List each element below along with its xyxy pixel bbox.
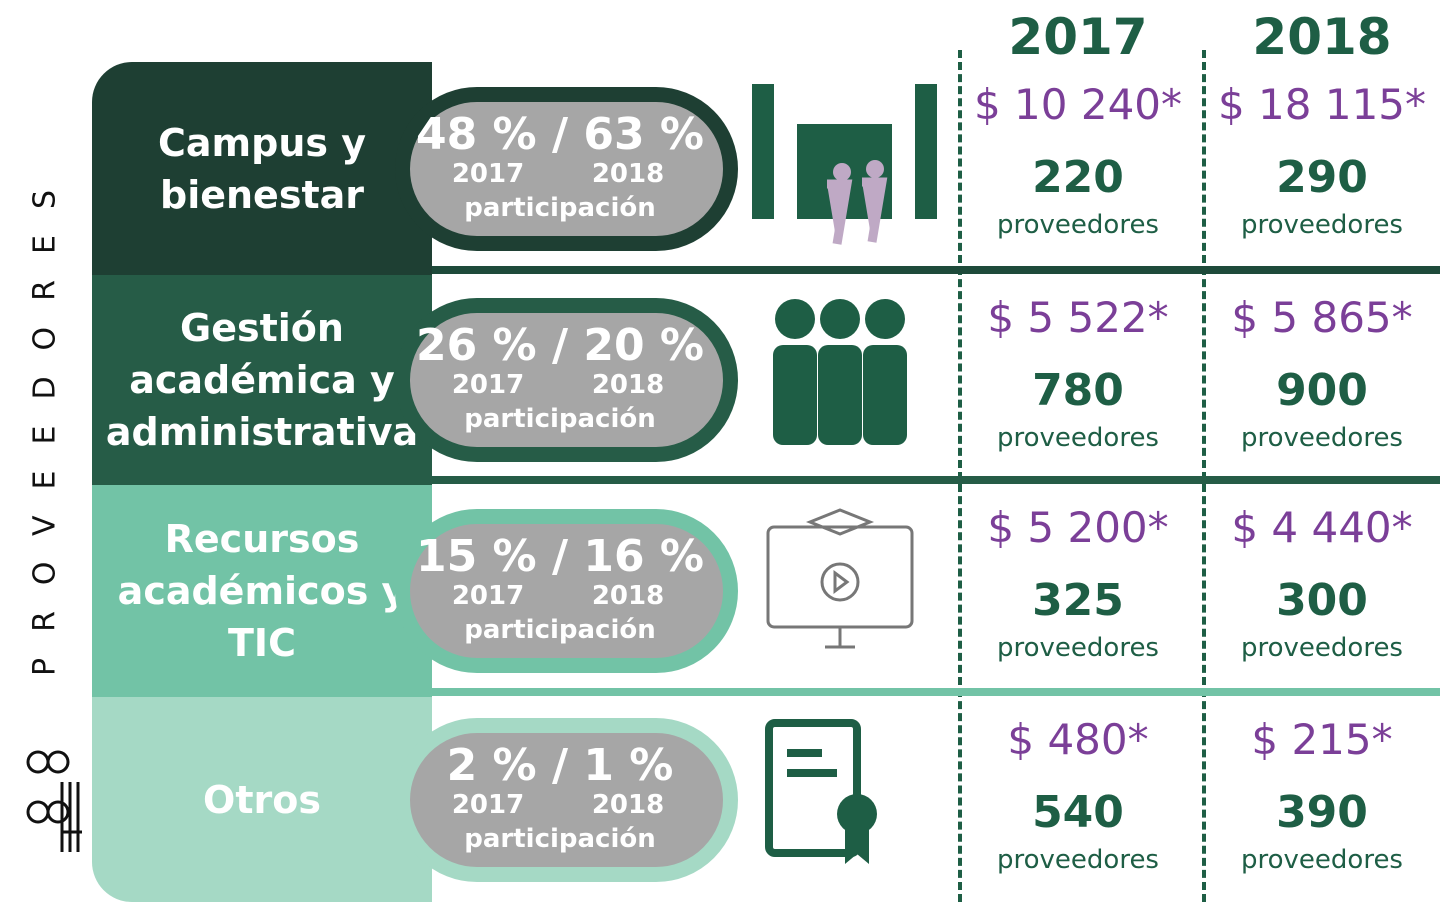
supplier-count: 300 (1276, 575, 1368, 626)
share-year: 2017 (451, 158, 525, 189)
count-unit: proveedores (1241, 423, 1403, 453)
amount: $ 18 115* (1217, 80, 1427, 129)
amount: $ 10 240* (973, 80, 1183, 129)
share-year: 2018 (591, 158, 665, 189)
share-caption: participación (464, 823, 656, 854)
count-unit: proveedores (1241, 210, 1403, 240)
row-label: Recursos académicos y TIC (92, 485, 432, 697)
share-value: 26 % / 20 % (416, 320, 704, 371)
share-caption: participación (464, 615, 656, 645)
amount: $ 5 865* (1231, 293, 1413, 342)
share-value: 48 % / 63 % (416, 108, 704, 160)
row-separator (432, 266, 1440, 274)
row-label: Gestión académica y administrativa (92, 275, 432, 485)
year-header: 2017 (1008, 8, 1148, 66)
row-separator (432, 688, 1440, 696)
supplier-count: 325 (1032, 575, 1124, 626)
supplier-count: 390 (1276, 787, 1368, 838)
row-label: Campus y bienestar (92, 62, 432, 275)
share-year: 2018 (591, 789, 665, 820)
share-value: 2 % / 1 % (446, 739, 674, 791)
row-icon (773, 299, 907, 445)
amount: $ 4 440* (1231, 503, 1413, 552)
share-pill (395, 509, 738, 673)
share-year: 2017 (451, 789, 525, 820)
supplier-count: 900 (1276, 365, 1368, 416)
amount: $ 5 522* (987, 293, 1169, 342)
share-year: 2018 (591, 370, 665, 400)
year-header: 2018 (1252, 8, 1392, 66)
count-unit: proveedores (997, 210, 1159, 240)
supplier-count: 540 (1032, 787, 1124, 838)
people-icon (26, 750, 82, 852)
row-icon (752, 84, 937, 245)
count-unit: proveedores (997, 633, 1159, 663)
count-unit: proveedores (997, 845, 1159, 875)
side-label: PROVEEDORES (27, 163, 63, 677)
amount: $ 5 200* (987, 503, 1169, 552)
row-icon (766, 508, 914, 649)
supplier-count: 780 (1032, 365, 1124, 416)
supplier-count: 290 (1276, 152, 1368, 203)
count-unit: proveedores (997, 423, 1159, 453)
row-label: Otros (92, 697, 432, 902)
count-unit: proveedores (1241, 633, 1403, 663)
share-year: 2017 (451, 370, 525, 400)
row-separator (432, 476, 1440, 484)
row-icon (765, 719, 877, 864)
share-year: 2017 (451, 581, 525, 611)
share-caption: participación (464, 192, 656, 223)
share-pill (395, 717, 738, 882)
share-caption: participación (464, 404, 656, 434)
share-pill (395, 86, 738, 251)
count-unit: proveedores (1241, 845, 1403, 875)
amount: $ 480* (1007, 715, 1149, 764)
amount: $ 215* (1251, 715, 1393, 764)
share-value: 15 % / 16 % (416, 531, 704, 582)
supplier-count: 220 (1032, 152, 1124, 203)
share-year: 2018 (591, 581, 665, 611)
